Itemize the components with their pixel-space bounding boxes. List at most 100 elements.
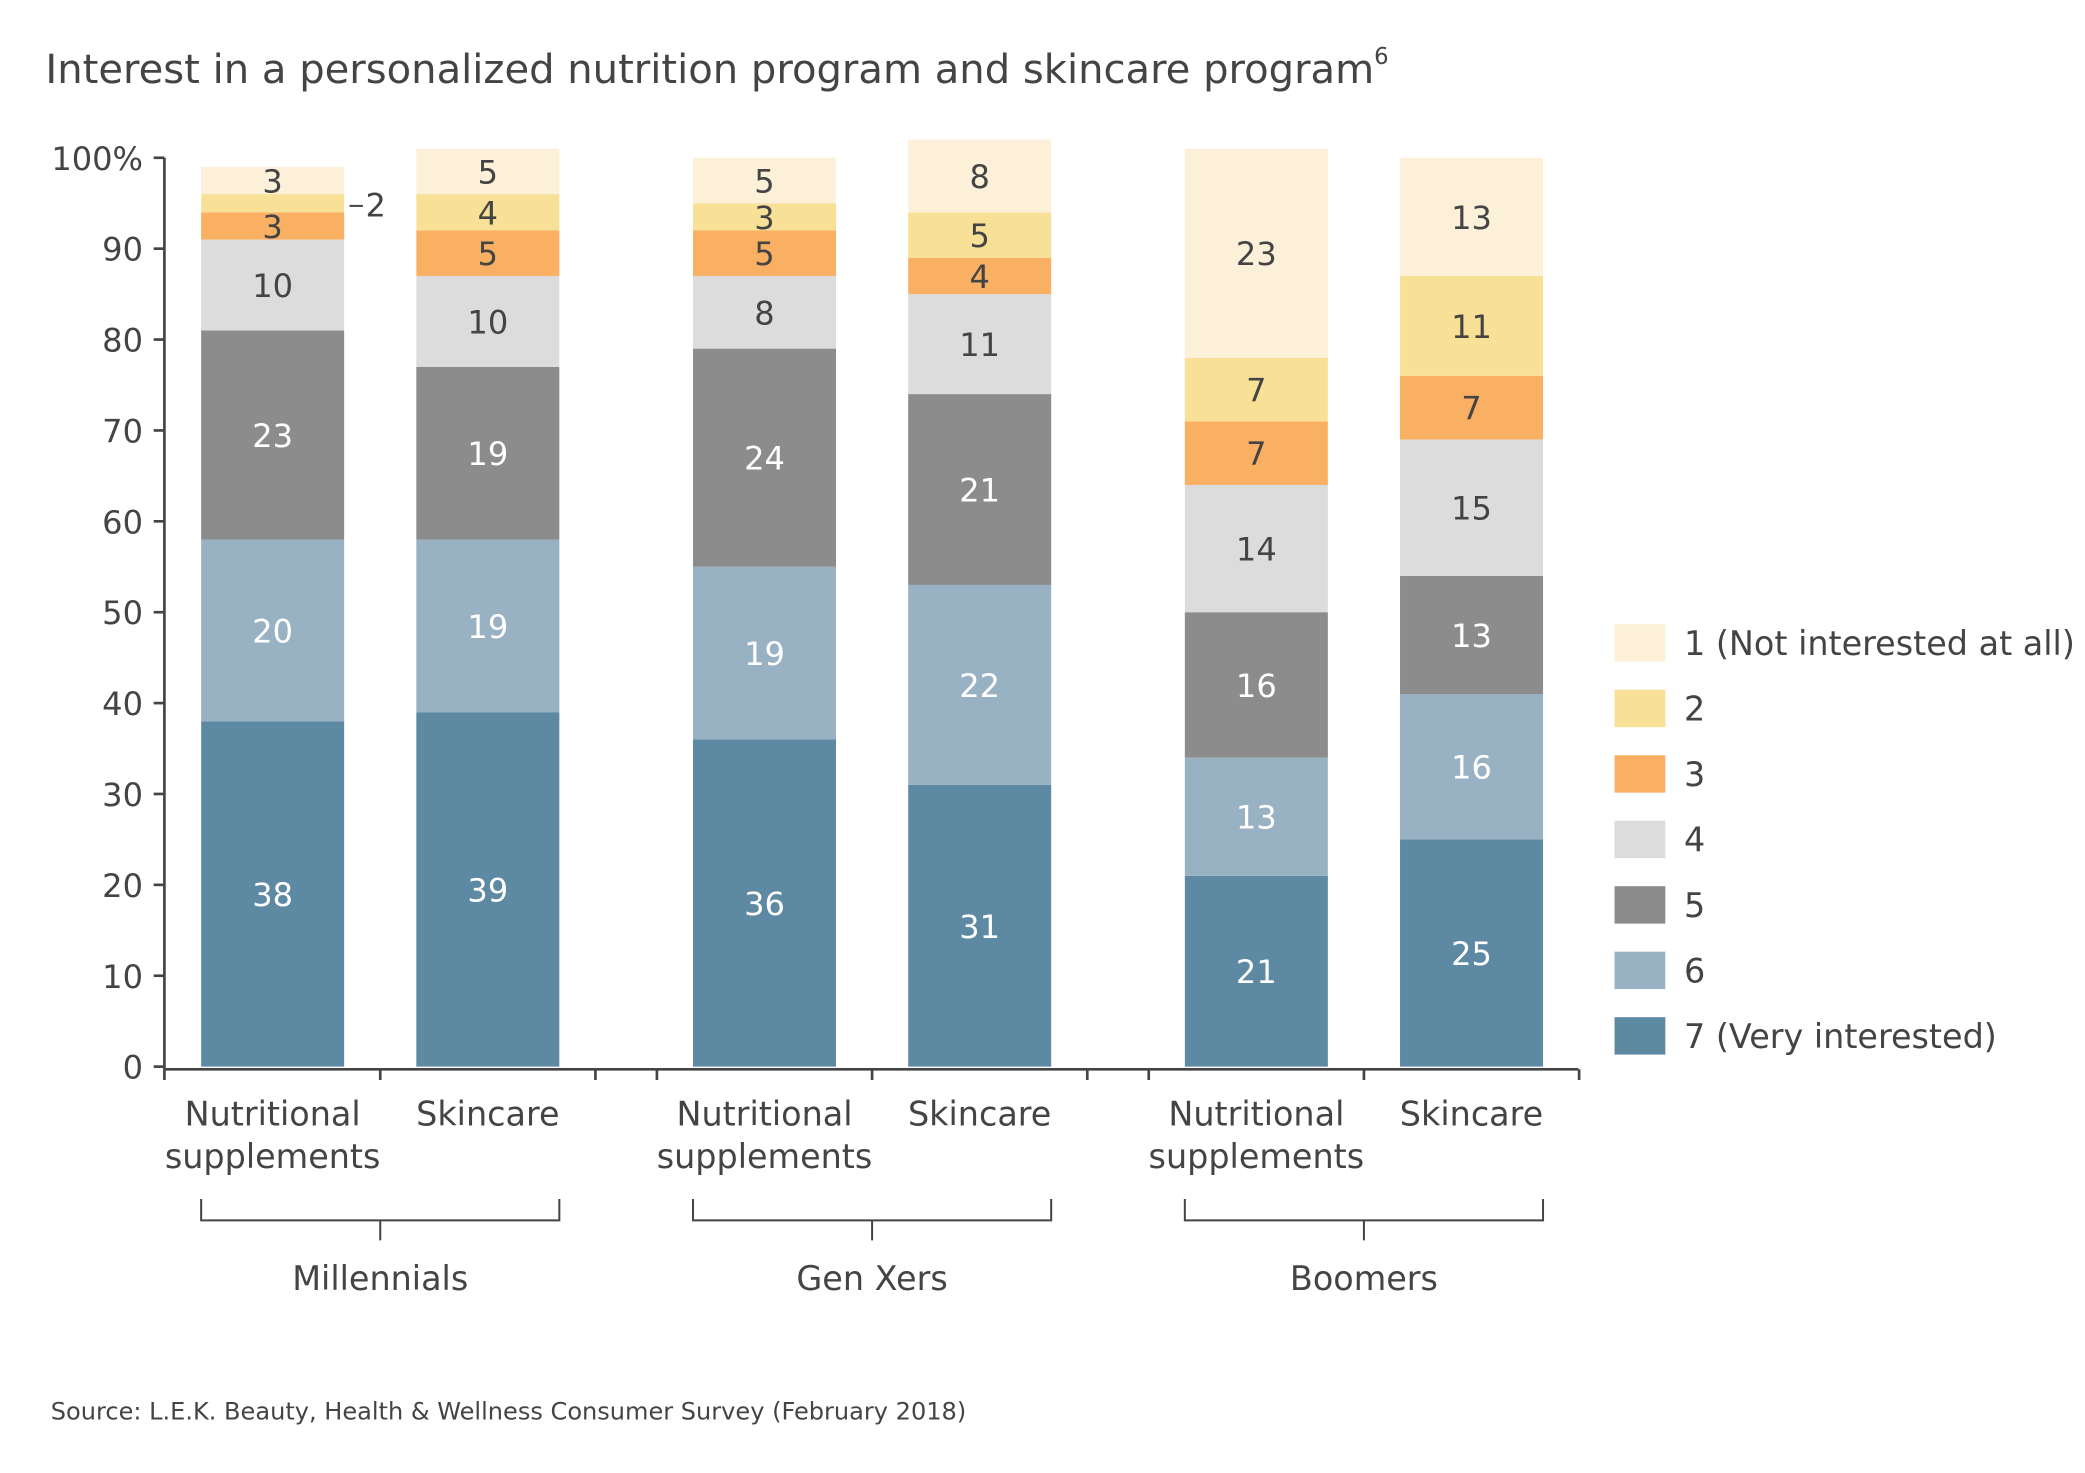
group-bracket bbox=[691, 1198, 1053, 1241]
y-tick-label: 20 bbox=[102, 867, 143, 905]
bar-segment bbox=[416, 148, 560, 195]
bar-segment bbox=[1184, 612, 1328, 758]
legend-swatch bbox=[1614, 1017, 1666, 1055]
bar-segment bbox=[1184, 357, 1328, 422]
value-label: 14 bbox=[1236, 531, 1277, 569]
legend-swatch bbox=[1614, 624, 1666, 662]
bar-segment bbox=[908, 784, 1052, 1067]
bar-segment bbox=[908, 257, 1052, 295]
x-tick-label: Skincare bbox=[908, 1094, 1051, 1133]
value-label: 5 bbox=[478, 235, 498, 273]
value-label: 20 bbox=[252, 612, 293, 650]
y-tick-label: 60 bbox=[102, 503, 143, 541]
bar-segment bbox=[908, 394, 1052, 585]
chart-title: Interest in a personalized nutrition pro… bbox=[45, 44, 1388, 93]
bar-segment bbox=[908, 584, 1052, 785]
legend-label: 3 bbox=[1684, 755, 1705, 794]
bar-segment bbox=[1184, 484, 1328, 613]
value-label: 5 bbox=[754, 163, 774, 201]
x-tick-label: Nutritional supplements bbox=[165, 1094, 381, 1176]
bar-segment bbox=[416, 366, 560, 540]
y-tick-label: 40 bbox=[102, 685, 143, 723]
bar-segment bbox=[908, 139, 1052, 213]
bar-segment bbox=[1400, 375, 1544, 440]
bar-segment bbox=[201, 539, 345, 722]
value-label: 23 bbox=[1236, 235, 1277, 273]
value-label: 8 bbox=[969, 158, 989, 196]
bar-segment bbox=[692, 230, 837, 276]
bar-segment bbox=[692, 203, 837, 231]
value-label: 16 bbox=[1451, 749, 1492, 787]
x-tick-label: Skincare bbox=[1400, 1094, 1543, 1133]
bar-segment bbox=[1400, 275, 1544, 376]
value-label: 38 bbox=[252, 876, 293, 914]
value-label: 4 bbox=[969, 258, 989, 296]
y-tick-label: 0 bbox=[123, 1049, 143, 1087]
value-label: 11 bbox=[1451, 308, 1492, 346]
x-tick-line: Nutritional bbox=[676, 1094, 852, 1133]
legend-swatch bbox=[1614, 951, 1666, 990]
bar-segment bbox=[692, 739, 837, 1067]
value-label: 19 bbox=[467, 608, 508, 646]
bar-segment bbox=[416, 539, 560, 713]
group-label: Gen Xers bbox=[796, 1259, 947, 1298]
value-label: 2 bbox=[366, 187, 386, 225]
value-label: 10 bbox=[467, 303, 508, 341]
value-label: 4 bbox=[478, 194, 498, 232]
value-label: 13 bbox=[1236, 799, 1277, 837]
value-label: 7 bbox=[1246, 372, 1266, 410]
value-label: 7 bbox=[1246, 435, 1266, 473]
legend-label: 6 bbox=[1684, 951, 1705, 990]
legend-swatch bbox=[1614, 820, 1666, 859]
bar-segment bbox=[416, 230, 560, 276]
value-label: 5 bbox=[754, 235, 774, 273]
value-label: 3 bbox=[262, 163, 282, 201]
bar-segment bbox=[1400, 839, 1544, 1067]
title-footnote: 6 bbox=[1374, 44, 1388, 70]
y-tick-label: 100% bbox=[51, 140, 143, 178]
bar-segment bbox=[416, 194, 560, 231]
bar-segment bbox=[692, 157, 837, 204]
bar-segment bbox=[416, 275, 560, 367]
value-label: 3 bbox=[262, 208, 282, 246]
legend-label: 5 bbox=[1684, 886, 1705, 925]
value-label: 5 bbox=[478, 153, 498, 191]
legend-swatch bbox=[1614, 689, 1666, 728]
value-label: 7 bbox=[1461, 390, 1481, 428]
legend-swatch bbox=[1614, 886, 1666, 924]
value-label: 25 bbox=[1451, 935, 1492, 973]
x-tick-line: Skincare bbox=[1400, 1094, 1543, 1133]
value-label: 19 bbox=[467, 435, 508, 473]
value-label: 31 bbox=[959, 908, 1000, 946]
x-tick-line: Nutritional bbox=[185, 1094, 361, 1133]
y-tick-label: 90 bbox=[102, 231, 143, 269]
bar-segment bbox=[201, 212, 345, 240]
bar-segment bbox=[1400, 439, 1544, 576]
x-tick-label: Nutritional supplements bbox=[1149, 1094, 1365, 1176]
value-label: 36 bbox=[744, 885, 785, 923]
bar-segment bbox=[692, 566, 837, 740]
value-label: 10 bbox=[252, 267, 293, 305]
bar-segment bbox=[1184, 757, 1328, 876]
bar-segment bbox=[201, 330, 345, 540]
bar-segment bbox=[1400, 157, 1544, 276]
x-tick-line: supplements bbox=[165, 1137, 381, 1176]
bar-segment bbox=[692, 348, 837, 567]
value-label: 22 bbox=[959, 667, 1000, 705]
bar-segment bbox=[1400, 693, 1544, 840]
bar-segment bbox=[1184, 421, 1328, 485]
group-bracket bbox=[1183, 1198, 1545, 1241]
value-label: 16 bbox=[1236, 667, 1277, 705]
value-label: 15 bbox=[1451, 490, 1492, 528]
source: Source: L.E.K. Beauty, Health & Wellness… bbox=[51, 1397, 966, 1425]
bar-segment bbox=[201, 721, 345, 1067]
value-label: 3 bbox=[754, 199, 774, 237]
legend-label: 7 (Very interested) bbox=[1684, 1017, 1997, 1056]
x-tick-line: supplements bbox=[1149, 1137, 1365, 1176]
x-tick-line: supplements bbox=[657, 1137, 873, 1176]
bar-segment bbox=[908, 212, 1052, 258]
title-text: Interest in a personalized nutrition pro… bbox=[45, 47, 1374, 93]
legend-label: 2 bbox=[1684, 689, 1705, 728]
x-tick-label: Skincare bbox=[416, 1094, 559, 1133]
